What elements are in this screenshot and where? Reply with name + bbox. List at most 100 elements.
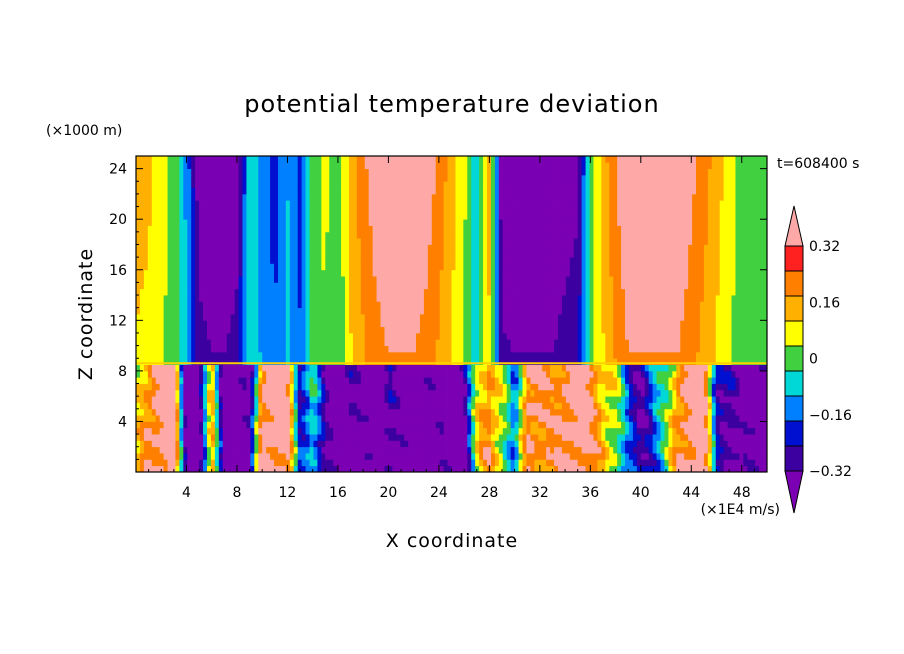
contour-cell (384, 282, 389, 290)
contour-cell (199, 326, 204, 334)
contour-cell (159, 339, 164, 346)
contour-cell (218, 459, 224, 467)
contour-cell (431, 276, 437, 283)
contour-cell (510, 364, 515, 372)
contour-cell (191, 351, 196, 359)
contour-cell (404, 276, 409, 283)
contour-cell (557, 453, 563, 460)
contour-cell (392, 446, 397, 454)
contour-cell (412, 326, 417, 334)
contour-cell (301, 377, 306, 384)
contour-cell (483, 339, 488, 346)
contour-cell (325, 301, 330, 309)
contour-cell (348, 446, 354, 454)
contour-cell (372, 389, 377, 397)
contour-cell (329, 351, 334, 359)
contour-cell (463, 358, 468, 365)
contour-cell (214, 465, 220, 473)
contour-cell (625, 383, 630, 391)
contour-cell (628, 377, 634, 384)
contour-cell (416, 383, 421, 391)
contour-cell (522, 320, 527, 328)
contour-cell (285, 446, 291, 454)
contour-cell (400, 351, 405, 359)
contour-cell (230, 269, 235, 277)
contour-cell (392, 307, 397, 315)
contour-cell (337, 370, 342, 378)
contour-cell (423, 282, 429, 290)
contour-cell (396, 307, 401, 315)
contour-cell (557, 383, 563, 391)
contour-cell (644, 288, 650, 296)
contour-cell (530, 402, 535, 410)
contour-cell (609, 446, 614, 454)
contour-cell (333, 370, 338, 378)
contour-cell (542, 421, 547, 429)
contour-cell (589, 301, 594, 309)
contour-cell (585, 282, 590, 290)
contour-cell (175, 320, 180, 328)
contour-cell (475, 276, 480, 283)
contour-cell (297, 377, 303, 384)
contour-cell (479, 332, 484, 340)
contour-cell (727, 320, 732, 328)
contour-cell (648, 358, 654, 365)
contour-cell (301, 383, 306, 391)
contour-cell (270, 377, 275, 384)
contour-cell (447, 427, 452, 435)
contour-cell (238, 314, 243, 321)
contour-cell (210, 402, 216, 410)
contour-cell (301, 332, 306, 340)
contour-cell (356, 288, 362, 296)
contour-cell (163, 339, 168, 346)
contour-cell (632, 402, 638, 410)
contour-cell (636, 402, 642, 410)
contour-cell (274, 282, 279, 290)
contour-cell (384, 314, 389, 321)
contour-cell (400, 314, 405, 321)
contour-cell (719, 421, 725, 429)
contour-cell (601, 415, 606, 422)
contour-cell (455, 320, 460, 328)
contour-cell (546, 345, 551, 353)
contour-cell (206, 351, 212, 359)
contour-cell (565, 314, 571, 321)
contour-cell (136, 434, 141, 441)
contour-cell (747, 440, 752, 448)
contour-cell (191, 434, 196, 441)
contour-cell (522, 396, 527, 403)
contour-cell (565, 295, 571, 302)
contour-cell (364, 358, 370, 365)
contour-cell (230, 314, 235, 321)
contour-cell (139, 427, 145, 435)
contour-cell (684, 427, 689, 435)
contour-cell (360, 459, 366, 467)
contour-cell (277, 364, 283, 372)
contour-cell (396, 351, 401, 359)
contour-cell (589, 307, 594, 315)
contour-cell (526, 351, 531, 359)
contour-cell (514, 276, 519, 283)
contour-cell (317, 326, 322, 334)
contour-cell (471, 383, 476, 391)
contour-cell (573, 427, 579, 435)
contour-cell (601, 301, 606, 309)
contour-cell (199, 396, 204, 403)
contour-cell (167, 339, 172, 346)
contour-cell (222, 345, 228, 353)
contour-cell (443, 408, 448, 416)
contour-cell (305, 434, 310, 441)
contour-cell (199, 364, 204, 372)
contour-cell (210, 301, 216, 309)
contour-cell (321, 434, 326, 441)
contour-cell (380, 295, 385, 302)
contour-cell (463, 377, 468, 384)
contour-cell (569, 421, 575, 429)
contour-cell (226, 421, 232, 429)
contour-cell (360, 307, 366, 315)
contour-cell (652, 288, 657, 296)
contour-cell (435, 314, 441, 321)
contour-cell (246, 345, 251, 353)
contour-cell (250, 345, 255, 353)
contour-cell (550, 459, 555, 467)
